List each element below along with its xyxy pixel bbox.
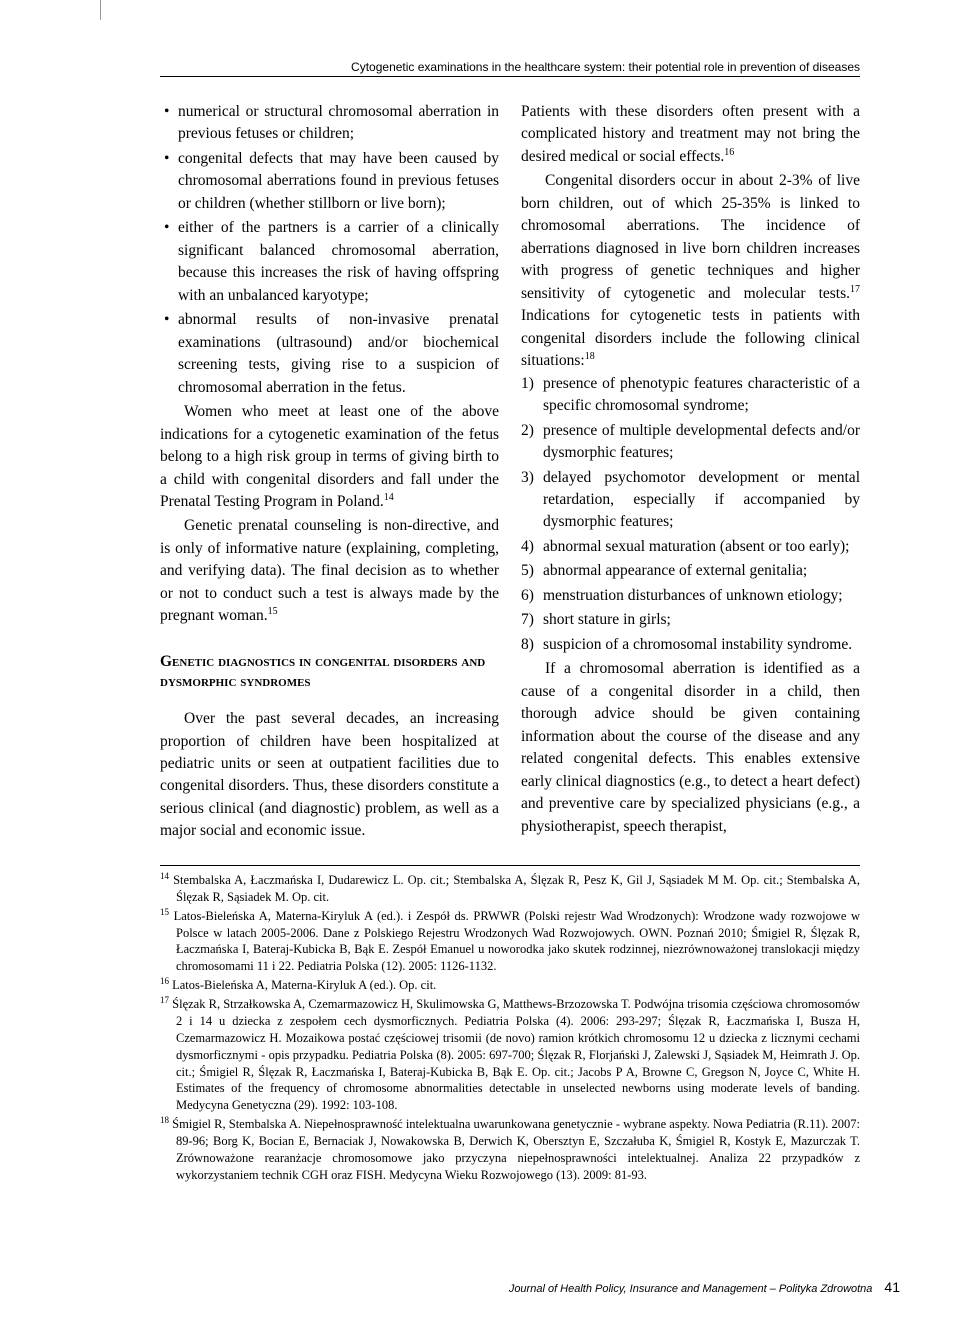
page: Cytogenetic examinations in the healthca…: [100, 0, 920, 1329]
footnotes-separator: 14 Stembalska A, Łaczmańska I, Dudarewic…: [160, 865, 860, 1184]
right-column: Patients with these disorders often pres…: [521, 101, 860, 843]
page-number: 41: [884, 1279, 900, 1295]
list-item: 5)abnormal appearance of external genita…: [521, 560, 860, 582]
clinical-indications-list: 1)presence of phenotypic features charac…: [521, 373, 860, 657]
paragraph: If a chromosomal aberration is identifie…: [521, 658, 860, 838]
footnote-ref: 18: [585, 351, 595, 362]
journal-title: Journal of Health Policy, Insurance and …: [509, 1283, 873, 1295]
body-columns: numerical or structural chromosomal aber…: [160, 101, 860, 843]
bullet-item: numerical or structural chromosomal aber…: [160, 101, 499, 146]
footnote-ref: 14: [384, 492, 394, 503]
page-footer: Journal of Health Policy, Insurance and …: [160, 1279, 900, 1295]
section-heading: Genetic diagnostics in congenital disord…: [160, 652, 499, 692]
list-item: 1)presence of phenotypic features charac…: [521, 373, 860, 418]
footnote: 15 Latos-Bieleńska A, Materna-Kiryluk A …: [160, 908, 860, 976]
footnote: 16 Latos-Bieleńska A, Materna-Kiryluk A …: [160, 977, 860, 994]
paragraph: Genetic prenatal counseling is non-direc…: [160, 515, 499, 627]
left-column: numerical or structural chromosomal aber…: [160, 101, 499, 843]
list-item: 2)presence of multiple developmental def…: [521, 420, 860, 465]
paragraph: Congenital disorders occur in about 2-3%…: [521, 170, 860, 372]
footnote-ref: 17: [850, 284, 860, 295]
list-item: 8)suspicion of a chromosomal instability…: [521, 634, 860, 656]
footnote-ref: 15: [268, 606, 278, 617]
running-header: Cytogenetic examinations in the healthca…: [160, 60, 860, 77]
footnotes: 14 Stembalska A, Łaczmańska I, Dudarewic…: [160, 872, 860, 1184]
list-item: 7)short stature in girls;: [521, 609, 860, 631]
list-item: 3)delayed psychomotor development or men…: [521, 467, 860, 534]
bullet-item: either of the partners is a carrier of a…: [160, 217, 499, 307]
footnote-ref: 16: [724, 147, 734, 158]
paragraph: Over the past several decades, an increa…: [160, 708, 499, 843]
indications-list: numerical or structural chromosomal aber…: [160, 101, 499, 399]
paragraph: Women who meet at least one of the above…: [160, 401, 499, 513]
footnote: 18 Śmigiel R, Stembalska A. Niepełnospra…: [160, 1116, 860, 1184]
footnote: 17 Ślęzak R, Strzałkowska A, Czemarmazow…: [160, 996, 860, 1114]
list-item: 4)abnormal sexual maturation (absent or …: [521, 536, 860, 558]
bullet-item: congenital defects that may have been ca…: [160, 148, 499, 215]
list-item: 6)menstruation disturbances of unknown e…: [521, 585, 860, 607]
bullet-item: abnormal results of non-invasive prenata…: [160, 309, 499, 399]
paragraph: Patients with these disorders often pres…: [521, 101, 860, 168]
footnote: 14 Stembalska A, Łaczmańska I, Dudarewic…: [160, 872, 860, 906]
